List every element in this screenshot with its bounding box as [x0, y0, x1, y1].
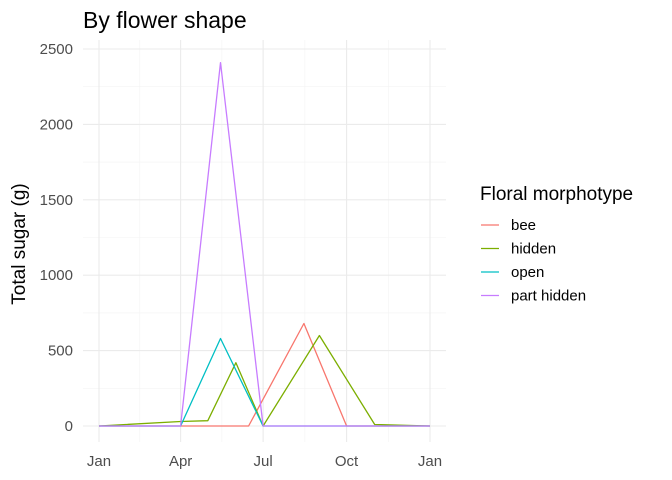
chart-title: By flower shape: [83, 7, 247, 33]
x-tick-label: Oct: [335, 453, 359, 470]
legend-label: open: [511, 264, 544, 281]
legend-label: hidden: [511, 241, 556, 258]
x-tick-label: Apr: [169, 453, 192, 470]
legend: Floral morphotype bee hidden open part hidd…: [480, 184, 633, 305]
legend-label: bee: [511, 217, 536, 234]
y-tick-label: 1500: [40, 192, 73, 209]
y-tick-label: 500: [48, 343, 73, 360]
legend-title: Floral morphotype: [480, 184, 633, 205]
x-tick-label: Jan: [418, 453, 442, 470]
legend-label: part hidden: [511, 288, 586, 305]
major-gridlines: [83, 40, 446, 442]
y-axis-ticks: 0 500 1000 1500 2000 2500: [40, 41, 73, 435]
y-tick-label: 0: [65, 418, 73, 435]
series-line-open: [99, 337, 430, 427]
series-lines: [98, 61, 431, 427]
x-tick-label: Jul: [254, 453, 273, 470]
minor-gridlines: [83, 40, 446, 442]
series-line-bee: [99, 322, 430, 427]
y-tick-label: 2000: [40, 116, 73, 133]
series-line-hidden: [98, 334, 431, 427]
x-tick-label: Jan: [87, 453, 111, 470]
y-tick-label: 1000: [40, 267, 73, 284]
x-axis-ticks: Jan Apr Jul Oct Jan: [87, 453, 442, 470]
y-tick-label: 2500: [40, 41, 73, 58]
y-axis-title: Total sugar (g): [9, 183, 30, 304]
series-line-part-hidden: [99, 61, 430, 427]
